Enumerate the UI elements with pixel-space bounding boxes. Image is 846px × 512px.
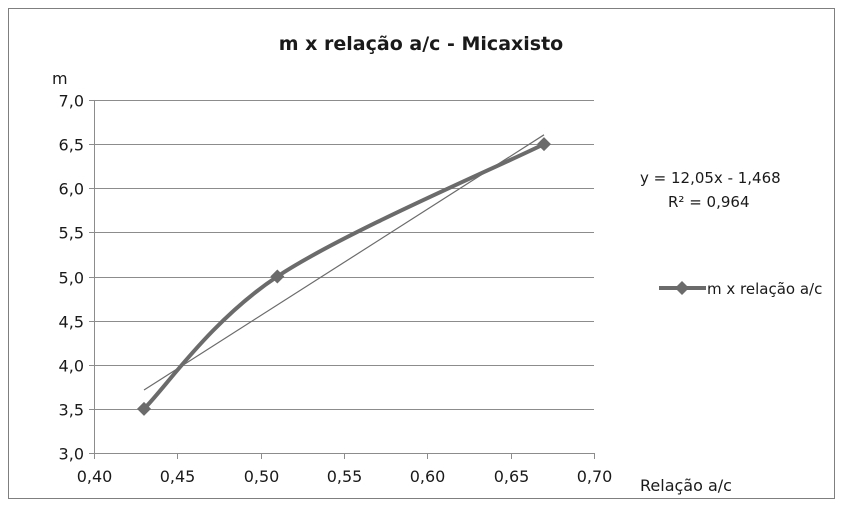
- trendline-r2: R² = 0,964: [668, 193, 749, 211]
- trendline: [143, 134, 545, 391]
- legend-label: m x relação a/c: [707, 280, 822, 298]
- y-tick-label: 3,5: [59, 401, 84, 420]
- y-tick-label: 6,5: [59, 136, 84, 155]
- x-axis-label: Relação a/c: [640, 476, 732, 495]
- legend: m x relação a/c: [659, 280, 822, 298]
- data-point-marker: [270, 269, 285, 284]
- y-tick-label: 5,5: [59, 224, 84, 243]
- y-axis-label: m: [52, 69, 68, 88]
- x-tick-label: 0,60: [410, 467, 446, 486]
- axes: [89, 100, 595, 459]
- x-tick-label: 0,45: [160, 467, 196, 486]
- y-tick-label: 4,0: [59, 357, 84, 376]
- x-tick-label: 0,65: [494, 467, 530, 486]
- chart-title: m x relação a/c - Micaxisto: [279, 33, 563, 55]
- x-tick-label: 0,55: [327, 467, 363, 486]
- gridlines: [94, 100, 594, 410]
- chart-border: [8, 8, 835, 499]
- trendline-equation: y = 12,05x - 1,468: [640, 169, 781, 187]
- x-tick-label: 0,40: [77, 467, 113, 486]
- x-tick-label: 0,50: [244, 467, 280, 486]
- y-tick-label: 4,5: [59, 313, 84, 332]
- y-tick-labels: 3,0 3,5 4,0 4,5 5,0 5,5 6,0 6,5 7,0: [59, 92, 84, 464]
- series-line: [142, 142, 546, 411]
- x-tick-label: 0,70: [577, 467, 613, 486]
- trendline-line: [143, 134, 545, 391]
- series-group: [137, 137, 551, 416]
- y-tick-label: 6,0: [59, 180, 84, 199]
- x-tick-labels: 0,40 0,45 0,50 0,55 0,60 0,65 0,70: [77, 467, 613, 486]
- y-tick-label: 7,0: [59, 92, 84, 111]
- y-tick-label: 5,0: [59, 269, 84, 288]
- data-point-marker: [137, 401, 151, 416]
- y-tick-label: 3,0: [59, 445, 84, 464]
- legend-marker: [675, 281, 689, 295]
- data-point-marker: [537, 137, 551, 152]
